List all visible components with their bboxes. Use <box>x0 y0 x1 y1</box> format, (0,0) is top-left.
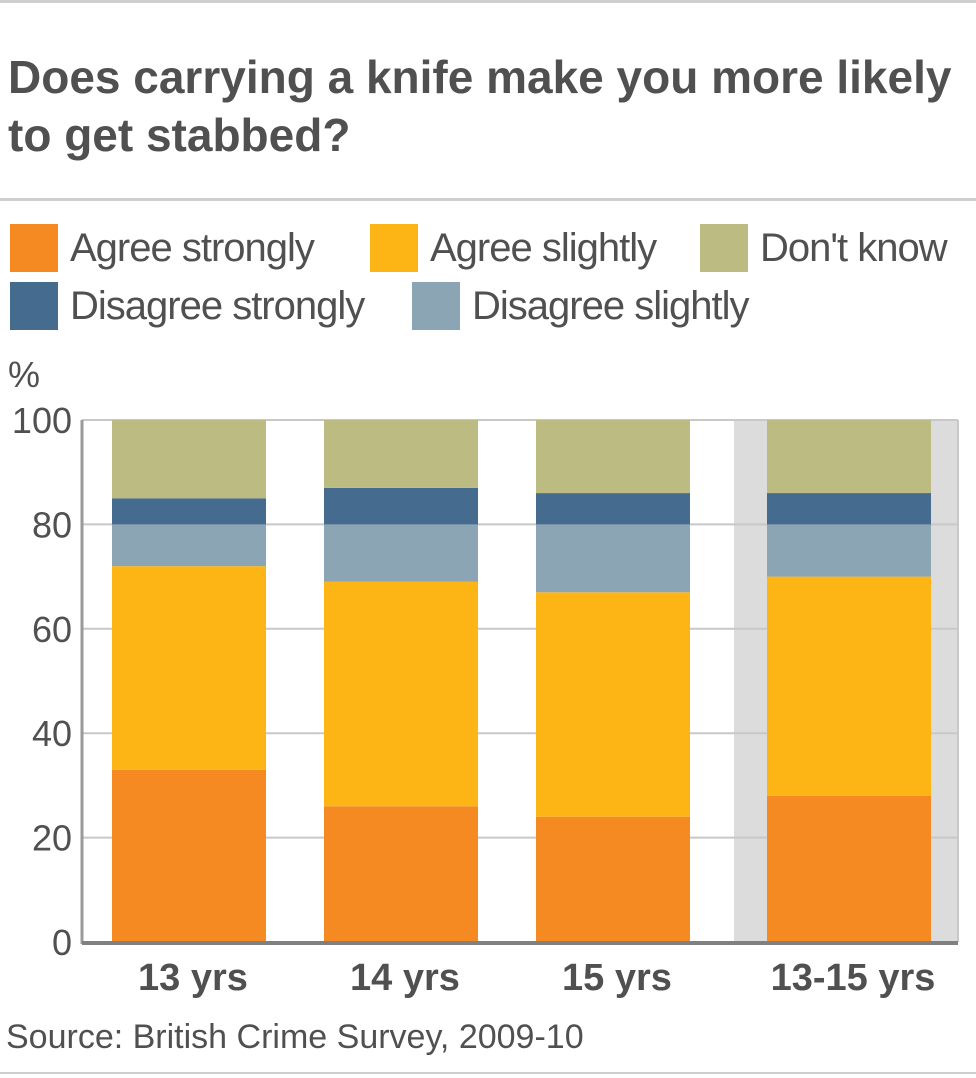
bar-segment-13-yrs-disagree-slightly <box>112 524 266 567</box>
legend-label: Disagree slightly <box>472 283 749 328</box>
title-divider <box>0 198 976 201</box>
x-tick-label-13-yrs: 13 yrs <box>138 957 248 999</box>
chart-title: Does carrying a knife make you more like… <box>8 51 952 161</box>
y-tick-label: 60 <box>32 609 72 650</box>
bar-segment-15-yrs-don-t-know <box>536 420 690 494</box>
bar-segment-13-yrs-don-t-know <box>112 420 266 499</box>
y-tick-label: 100 <box>12 400 72 441</box>
bar-segment-15-yrs-agree-strongly <box>536 816 690 942</box>
bar-segment-13-15-yrs-don-t-know <box>767 420 931 494</box>
legend-item-dont-know: Don't know <box>700 224 948 272</box>
legend-swatch-dont-know <box>700 224 748 272</box>
legend-item-agree-slightly: Agree slightly <box>370 224 657 272</box>
legend-label: Disagree strongly <box>70 283 365 328</box>
bar-segment-13-15-yrs-disagree-slightly <box>767 524 931 577</box>
bar-segment-14-yrs-agree-strongly <box>324 806 478 942</box>
bar-segment-14-yrs-disagree-strongly <box>324 487 478 525</box>
x-tick-label-14-yrs: 14 yrs <box>350 957 460 999</box>
bar-segment-13-15-yrs-agree-slightly <box>767 576 931 796</box>
y-tick-label: 40 <box>32 713 72 754</box>
legend-item-agree-strongly: Agree strongly <box>10 224 315 272</box>
bar-segment-13-yrs-agree-strongly <box>112 769 266 942</box>
bar-segment-14-yrs-disagree-slightly <box>324 524 478 582</box>
legend-label: Don't know <box>760 225 948 270</box>
x-tick-label-15-yrs: 15 yrs <box>562 957 672 999</box>
bar-segment-13-yrs-disagree-strongly <box>112 498 266 525</box>
source-note: Source: British Crime Survey, 2009-10 <box>6 1018 584 1056</box>
bar-segment-13-yrs-agree-slightly <box>112 566 266 770</box>
legend-label: Agree slightly <box>430 225 657 270</box>
legend-swatch-agree-slightly <box>370 224 418 272</box>
legend-swatch-disagree-slightly <box>412 282 460 330</box>
bar-segment-15-yrs-disagree-strongly <box>536 493 690 525</box>
y-tick-label: 0 <box>52 922 72 963</box>
bar-segment-14-yrs-agree-slightly <box>324 581 478 807</box>
legend-label: Agree strongly <box>70 225 315 270</box>
legend-item-disagree-slightly: Disagree slightly <box>412 282 749 330</box>
y-tick-label: 80 <box>32 504 72 545</box>
legend-swatch-agree-strongly <box>10 224 58 272</box>
stacked-bar-chart: 0 20 40 60 80 100 13 yrs 14 yrs 15 yrs 13-15 yrs <box>12 400 959 999</box>
top-rule <box>0 0 976 3</box>
bottom-rule <box>0 1072 976 1074</box>
bar-segment-14-yrs-don-t-know <box>324 420 478 488</box>
x-tick-label-13-15-yrs: 13-15 yrs <box>771 957 936 999</box>
y-tick-label: 20 <box>32 818 72 859</box>
y-axis-unit-label: % <box>8 354 41 395</box>
bar-segment-13-15-yrs-disagree-strongly <box>767 493 931 525</box>
bar-segment-15-yrs-agree-slightly <box>536 592 690 817</box>
legend-item-disagree-strongly: Disagree strongly <box>10 282 365 330</box>
bar-segment-15-yrs-disagree-slightly <box>536 524 690 593</box>
bar-segment-13-15-yrs-agree-strongly <box>767 795 931 942</box>
legend-swatch-disagree-strongly <box>10 282 58 330</box>
